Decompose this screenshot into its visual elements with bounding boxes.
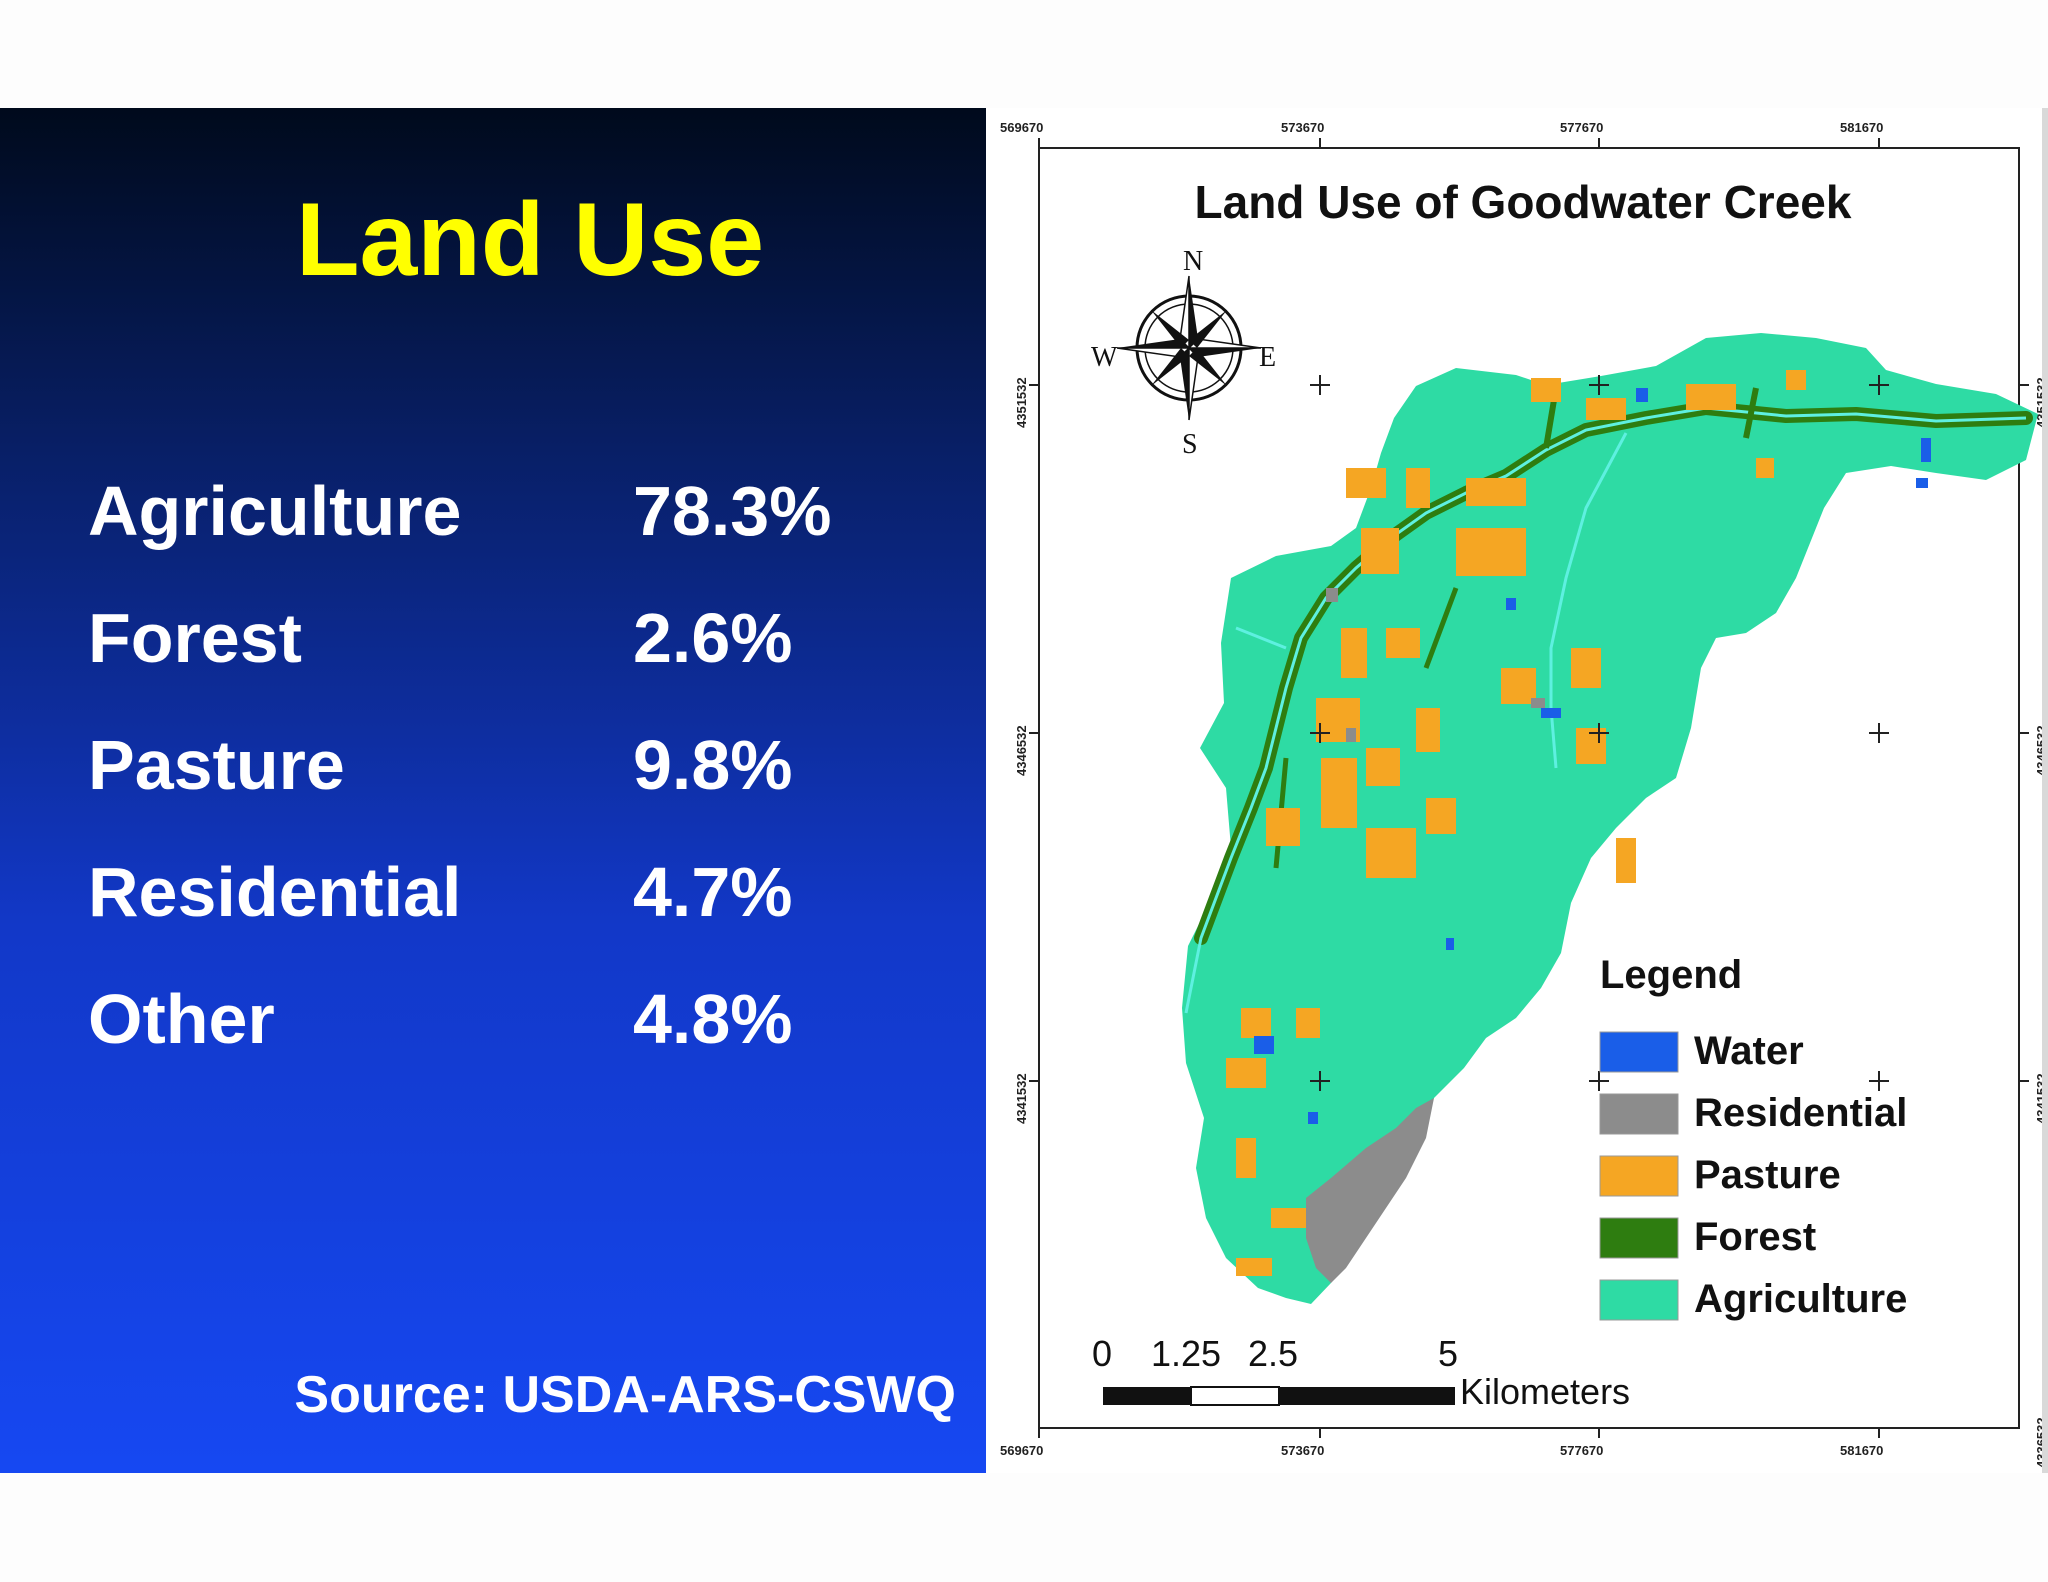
bottom-axis: 569670 573670 577670 581670 xyxy=(1000,1428,1883,1458)
map-title: Land Use of Goodwater Creek xyxy=(1195,176,1852,228)
map-legend: Legend Water Residential Pasture Forest … xyxy=(1599,953,1907,1321)
row-value: 9.8% xyxy=(633,726,793,804)
row-value: 2.6% xyxy=(633,599,793,677)
left-axis: 4351532 4346532 4341532 xyxy=(1014,377,1039,1124)
row-label: Other xyxy=(88,980,275,1058)
scale-label: 5 xyxy=(1438,1333,1458,1374)
watershed-map-image xyxy=(1182,333,2038,1304)
top-tick-label: 573670 xyxy=(1281,120,1324,135)
left-tick-label: 4346532 xyxy=(1014,725,1029,776)
legend-item-forest: Forest xyxy=(1599,1215,1816,1259)
map-svg: 569670 573670 577670 581670 569670 57367… xyxy=(1000,120,2048,1468)
legend-title: Legend xyxy=(1600,953,1742,997)
slide-text-panel: Land Use Agriculture 78.3% Forest 2.6% P… xyxy=(0,108,986,1473)
legend-swatch xyxy=(1599,1279,1679,1321)
legend-swatch xyxy=(1599,1155,1679,1197)
top-axis: 569670 573670 577670 581670 xyxy=(1000,120,1883,148)
row-value: 4.7% xyxy=(633,853,793,931)
bottom-tick-label: 581670 xyxy=(1840,1443,1883,1458)
compass-rose-icon: N E S W xyxy=(1091,246,1276,460)
map-frame xyxy=(1038,147,2020,1429)
land-use-row-forest: Forest 2.6% xyxy=(88,603,793,673)
scale-label: 2.5 xyxy=(1248,1333,1298,1374)
row-label: Pasture xyxy=(88,726,345,804)
row-label: Agriculture xyxy=(88,472,462,550)
legend-item-agriculture: Agriculture xyxy=(1599,1277,1907,1321)
legend-item-pasture: Pasture xyxy=(1599,1153,1841,1197)
compass-e: E xyxy=(1259,342,1276,373)
slide-edge xyxy=(2042,108,2048,1473)
row-label: Residential xyxy=(88,853,462,931)
top-tick-label: 569670 xyxy=(1000,120,1043,135)
compass-w: W xyxy=(1091,342,1118,373)
land-use-row-agriculture: Agriculture 78.3% xyxy=(88,476,831,546)
bottom-tick-label: 577670 xyxy=(1560,1443,1603,1458)
land-use-row-pasture: Pasture 9.8% xyxy=(88,730,793,800)
land-use-row-residential: Residential 4.7% xyxy=(88,857,793,927)
legend-label: Agriculture xyxy=(1694,1277,1907,1321)
row-value: 78.3% xyxy=(633,472,832,550)
slide-title: Land Use xyxy=(295,182,765,298)
row-label: Forest xyxy=(88,599,302,677)
left-tick-label: 4351532 xyxy=(1014,377,1029,428)
top-tick-label: 581670 xyxy=(1840,120,1883,135)
scale-label: 1.25 xyxy=(1151,1333,1221,1374)
compass-s: S xyxy=(1182,429,1198,460)
left-tick-label: 4341532 xyxy=(1014,1073,1029,1124)
legend-swatch xyxy=(1599,1031,1679,1073)
legend-item-residential: Residential xyxy=(1599,1091,1907,1135)
bottom-tick-label: 573670 xyxy=(1281,1443,1324,1458)
legend-swatch xyxy=(1599,1217,1679,1259)
source-citation: Source: USDA-ARS-CSWQ xyxy=(294,1366,956,1424)
land-use-row-other: Other 4.8% xyxy=(88,984,793,1054)
legend-item-water: Water xyxy=(1599,1029,1804,1073)
legend-label: Forest xyxy=(1694,1215,1816,1259)
legend-label: Water xyxy=(1694,1029,1804,1073)
scale-bar: 0 1.25 2.5 5 Kilometers xyxy=(1092,1333,1630,1412)
scale-label: 0 xyxy=(1092,1333,1112,1374)
top-tick-label: 577670 xyxy=(1560,120,1603,135)
compass-n: N xyxy=(1183,246,1203,277)
legend-label: Pasture xyxy=(1694,1153,1841,1197)
legend-label: Residential xyxy=(1694,1091,1907,1135)
scale-unit: Kilometers xyxy=(1460,1371,1630,1412)
land-use-map: 569670 573670 577670 581670 569670 57367… xyxy=(986,108,2048,1473)
row-value: 4.8% xyxy=(633,980,793,1058)
legend-swatch xyxy=(1599,1093,1679,1135)
bottom-tick-label: 569670 xyxy=(1000,1443,1043,1458)
